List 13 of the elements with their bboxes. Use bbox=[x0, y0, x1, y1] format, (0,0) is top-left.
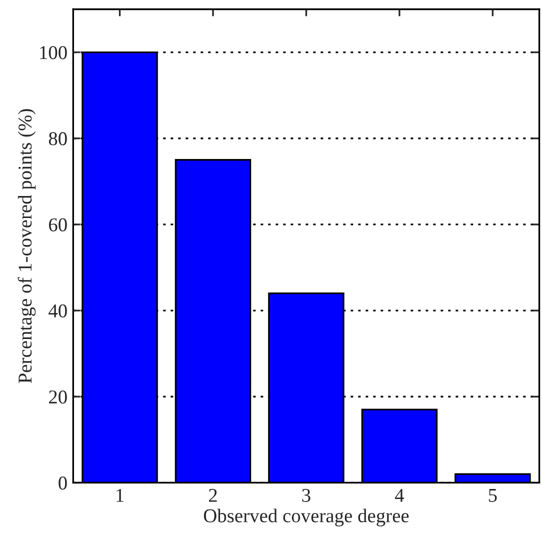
x-tick-label: 3 bbox=[302, 488, 310, 502]
y-tick-label: 80 bbox=[48, 132, 67, 146]
x-axis-title: Observed coverage degree bbox=[204, 508, 409, 526]
x-tick-label: 5 bbox=[488, 489, 497, 502]
x-tick-label: 4 bbox=[394, 488, 404, 502]
y-tick-label: 20 bbox=[49, 390, 67, 404]
x-tick-label: 2 bbox=[209, 488, 217, 502]
x-tick-label: 1 bbox=[116, 488, 124, 502]
y-tick-label: 40 bbox=[48, 304, 67, 318]
y-tick-label: 100 bbox=[40, 46, 67, 60]
y-tick-label: 0 bbox=[58, 476, 67, 490]
y-tick-label: 60 bbox=[49, 218, 67, 232]
y-axis-title: Percentage of 1-covered points (%) bbox=[18, 109, 36, 384]
